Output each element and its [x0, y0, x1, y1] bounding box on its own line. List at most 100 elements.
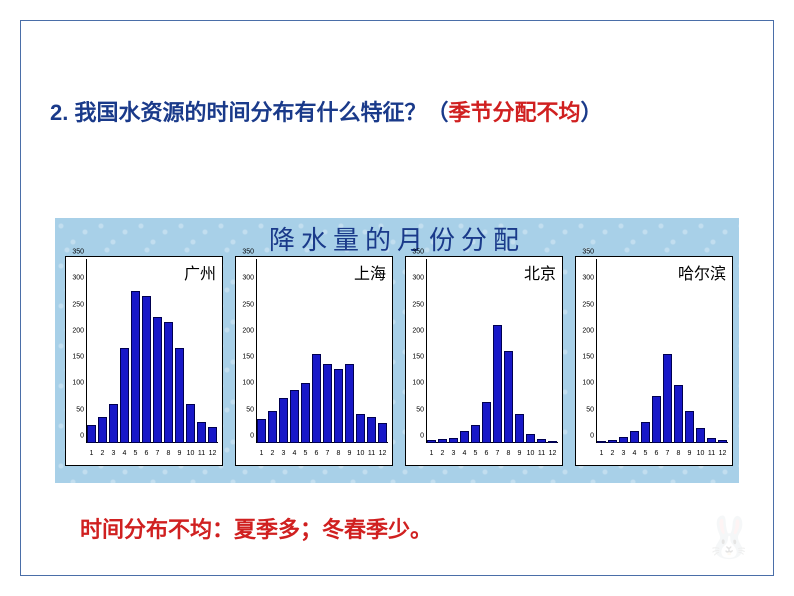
x-tick: 5	[644, 450, 648, 457]
bar	[515, 414, 524, 443]
y-tick: 0	[68, 433, 84, 440]
chart-panel: 哈尔滨050100150200250300350123456789101112	[575, 256, 733, 466]
y-tick: 50	[68, 406, 84, 413]
bar	[674, 385, 683, 443]
bar	[356, 414, 365, 443]
bar	[334, 369, 343, 443]
bar	[471, 425, 480, 443]
bar	[438, 439, 447, 443]
bar	[630, 431, 639, 443]
x-tick: 1	[90, 450, 94, 457]
chart-title: 降水量的月份分配	[55, 220, 739, 257]
x-tick: 9	[178, 450, 182, 457]
bar	[652, 396, 661, 443]
bar	[175, 348, 184, 443]
plot-area	[426, 261, 556, 443]
x-tick: 8	[337, 450, 341, 457]
question-line: 2. 我国水资源的时间分布有什么特征？（季节分配不均）	[50, 95, 603, 127]
bar	[312, 354, 321, 443]
x-tick: 4	[463, 450, 467, 457]
y-tick: 350	[238, 249, 254, 256]
bar	[663, 354, 672, 443]
bar	[87, 425, 96, 443]
bar	[526, 434, 535, 443]
x-tick: 5	[134, 450, 138, 457]
question-number: 2.	[50, 100, 68, 125]
y-tick: 100	[408, 380, 424, 387]
y-tick: 200	[238, 327, 254, 334]
y-tick: 250	[68, 301, 84, 308]
y-tick: 250	[578, 301, 594, 308]
bar	[718, 440, 727, 443]
y-tick: 250	[238, 301, 254, 308]
y-tick: 350	[68, 249, 84, 256]
x-tick: 8	[167, 450, 171, 457]
x-tick: 7	[156, 450, 160, 457]
x-tick: 1	[600, 450, 604, 457]
x-tick: 2	[271, 450, 275, 457]
bar	[301, 383, 310, 443]
x-tick: 2	[611, 450, 615, 457]
question-highlight: 季节分配不均	[448, 100, 580, 125]
chart-panel: 北京050100150200250300350123456789101112	[405, 256, 563, 466]
x-tick: 12	[379, 450, 387, 457]
bar	[367, 417, 376, 443]
y-tick: 100	[578, 380, 594, 387]
bar	[608, 440, 617, 443]
x-tick: 2	[441, 450, 445, 457]
y-tick: 0	[238, 433, 254, 440]
y-tick: 50	[578, 406, 594, 413]
x-tick: 5	[474, 450, 478, 457]
question-text-1: 我国水资源的时间分布有什么特征？（	[68, 100, 448, 125]
x-tick: 3	[282, 450, 286, 457]
y-tick: 250	[408, 301, 424, 308]
bar	[120, 348, 129, 443]
bar	[186, 404, 195, 443]
bar	[449, 438, 458, 443]
bar	[268, 411, 277, 443]
x-tick: 6	[485, 450, 489, 457]
x-tick: 3	[622, 450, 626, 457]
bar	[290, 390, 299, 443]
bar	[208, 427, 217, 443]
y-tick: 0	[408, 433, 424, 440]
x-tick: 8	[507, 450, 511, 457]
y-tick: 100	[68, 380, 84, 387]
bar	[504, 351, 513, 443]
bar	[685, 411, 694, 443]
y-tick: 300	[68, 275, 84, 282]
bar	[323, 364, 332, 443]
x-tick: 10	[187, 450, 195, 457]
plot-area	[256, 261, 386, 443]
x-tick: 9	[348, 450, 352, 457]
x-tick: 9	[518, 450, 522, 457]
x-tick: 9	[688, 450, 692, 457]
y-tick: 150	[578, 354, 594, 361]
bar	[98, 417, 107, 443]
y-tick: 50	[408, 406, 424, 413]
y-tick: 200	[578, 327, 594, 334]
x-tick: 3	[452, 450, 456, 457]
x-tick: 11	[368, 450, 375, 457]
bar	[378, 423, 387, 443]
bar	[197, 422, 206, 443]
bar	[641, 422, 650, 443]
bar	[537, 439, 546, 443]
y-tick: 300	[408, 275, 424, 282]
x-tick: 10	[527, 450, 535, 457]
chart-panel: 广州050100150200250300350123456789101112	[65, 256, 223, 466]
x-tick: 7	[496, 450, 500, 457]
x-tick: 11	[538, 450, 545, 457]
bar	[482, 402, 491, 443]
x-tick: 12	[549, 450, 557, 457]
chart-region: 降水量的月份分配 广州05010015020025030035012345678…	[55, 218, 739, 483]
x-tick: 4	[123, 450, 127, 457]
bar	[427, 440, 436, 443]
x-tick: 6	[655, 450, 659, 457]
x-tick: 4	[633, 450, 637, 457]
bar	[153, 317, 162, 443]
bar	[164, 322, 173, 443]
x-tick: 6	[315, 450, 319, 457]
bar	[707, 438, 716, 443]
bar	[257, 419, 266, 443]
